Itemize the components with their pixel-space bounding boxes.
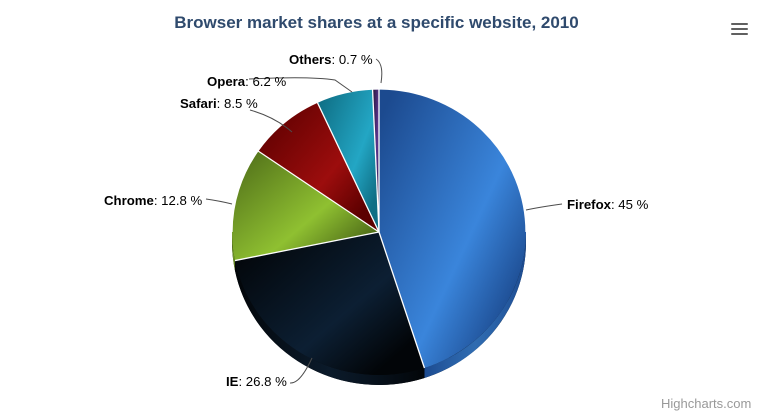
svg-text:Opera: 6.2 %: Opera: 6.2 % [207,74,286,89]
svg-text:IE: 26.8 %: IE: 26.8 % [226,374,287,389]
svg-text:Safari: 8.5 %: Safari: 8.5 % [180,96,258,111]
svg-text:Others: 0.7 %: Others: 0.7 % [289,52,373,67]
svg-text:Chrome: 12.8 %: Chrome: 12.8 % [104,193,202,208]
svg-text:Firefox: 45 %: Firefox: 45 % [567,197,649,212]
